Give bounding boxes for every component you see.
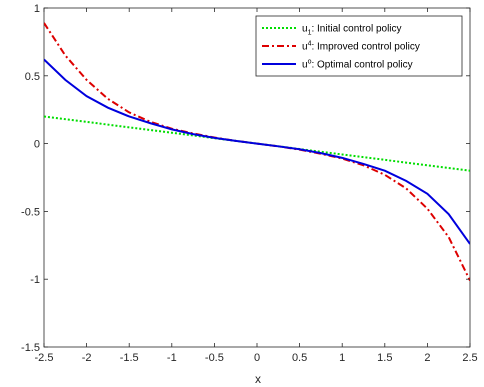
y-tick-label: 0 xyxy=(34,139,40,151)
legend-entry-2: u4: Improved control policy xyxy=(302,41,420,53)
legend-entry-1: u1: Initial control policy xyxy=(302,24,402,37)
x-tick-label: 2.5 xyxy=(462,352,477,364)
axis-ticks: -2.5 -2 -1.5 -1 -0.5 0 0.5 1 1.5 2 2.5 -1.5 -1 -0.5 0 0… xyxy=(21,3,478,364)
y-tick-label: -1 xyxy=(30,274,40,286)
x-tick-label: 2 xyxy=(424,352,430,364)
x-tick-label: -2 xyxy=(82,352,92,364)
legend-entry-3: uo: Optimal control policy xyxy=(302,59,413,71)
x-tick-label: -1 xyxy=(167,352,177,364)
x-tick-label: 1 xyxy=(339,352,345,364)
legend-superscript: 4 xyxy=(308,41,312,48)
y-tick-label: -1.5 xyxy=(21,342,40,354)
legend-superscript: o xyxy=(308,59,312,66)
legend-symbol: u xyxy=(302,24,308,35)
legend-box xyxy=(255,15,463,77)
x-tick-label: -1.5 xyxy=(120,352,139,364)
legend-label: : Improved control policy xyxy=(311,42,419,53)
legend-symbol: u xyxy=(302,60,308,71)
x-axis-label: x xyxy=(255,372,261,386)
y-tick-label: 0.5 xyxy=(25,71,40,83)
x-tick-label: 0 xyxy=(254,352,260,364)
y-tick-label: -0.5 xyxy=(21,206,40,218)
x-tick-label: 1.5 xyxy=(377,352,392,364)
series-line-3 xyxy=(44,58,470,245)
y-tick-label: 1 xyxy=(34,3,40,15)
series-line-1 xyxy=(44,115,470,172)
x-tick-label: -0.5 xyxy=(205,352,224,364)
legend-subscript: 1 xyxy=(308,30,312,37)
x-tick-label: -2.5 xyxy=(35,352,54,364)
x-tick-label: 0.5 xyxy=(292,352,307,364)
legend-label: : Optimal control policy xyxy=(311,60,412,71)
legend-label: : Initial control policy xyxy=(311,24,401,35)
legend-symbol: u xyxy=(302,42,308,53)
